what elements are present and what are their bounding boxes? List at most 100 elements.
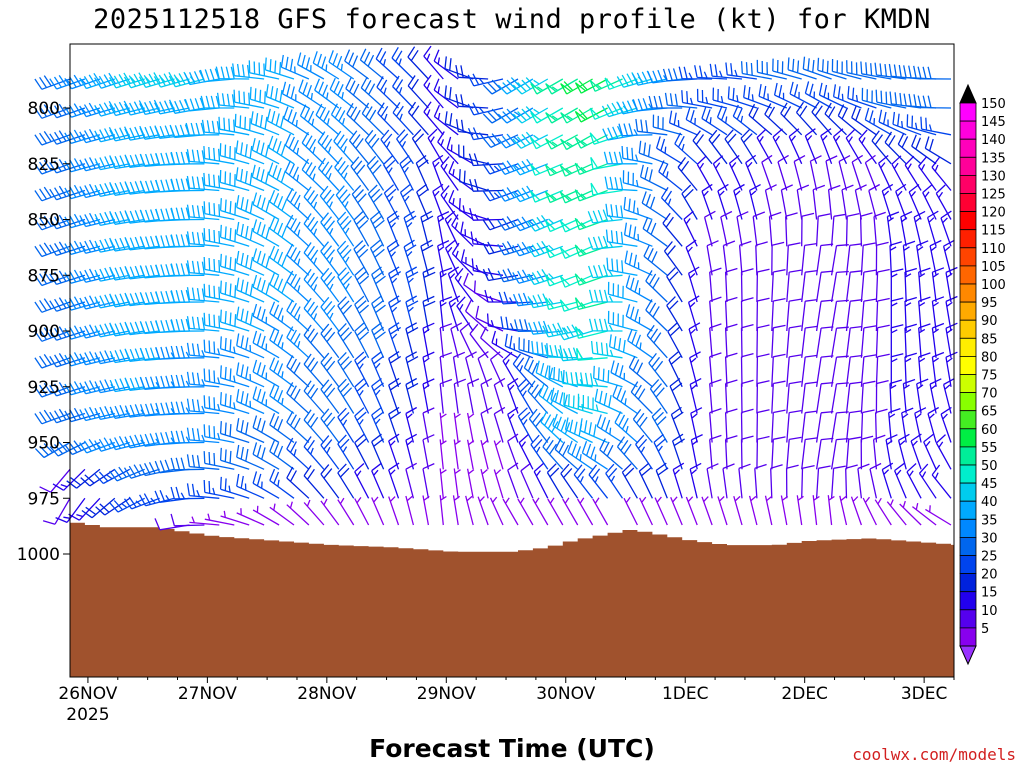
wind-barb [186,260,220,276]
wind-barb [722,240,736,276]
wind-barb [266,108,295,136]
wind-barb [801,354,818,387]
wind-barb [931,296,945,332]
wind-barb [405,462,418,499]
wind-barb [574,326,608,339]
wind-barb [34,242,71,258]
wind-barb [871,130,892,165]
wind-barb [653,433,668,470]
wind-barb [170,289,205,303]
wind-barb [786,269,802,303]
wind-barb [468,153,504,167]
wind-barb [902,378,916,414]
wind-barb [618,123,653,137]
wind-barb [66,468,101,489]
wind-barb [552,413,579,444]
wind-barb [546,463,564,499]
wind-barb [712,87,743,109]
wind-barb [847,86,877,109]
wind-barb [860,325,877,358]
wind-barb [623,496,638,526]
colorbar-label: 140 [981,133,1006,148]
wind-barb [787,57,817,80]
wind-barb [79,102,115,118]
credit-link[interactable]: coolwx.com/models [852,745,1016,764]
wind-barb [268,162,295,192]
wind-barb [623,196,653,221]
wind-barb [284,160,310,192]
wind-barb [771,269,786,303]
wind-barb [249,86,280,109]
wind-barb [203,368,235,388]
wind-barb [64,440,101,456]
wind-barb [533,462,549,499]
wind-barb [458,144,489,165]
wind-barb [286,466,310,499]
wind-barb [817,57,847,80]
wind-barb [709,352,722,387]
wind-barb [433,104,459,136]
wind-barb [590,340,623,359]
colorbar-label: 90 [981,314,998,329]
y-axis: 800 825 850 875 900 925 950 975 1000 [17,99,70,565]
wind-barb [405,295,419,332]
colorbar-label: 120 [981,206,1006,221]
colorbar-label: 105 [981,260,1006,275]
wind-barb [764,103,788,136]
wind-barb [889,379,902,414]
wind-barb [236,473,265,499]
wind-barb [563,392,593,415]
wind-barb [405,406,418,443]
wind-barb [232,63,265,80]
wind-barb [904,267,917,303]
wind-barb [281,81,310,109]
wind-barb [252,248,280,276]
colorbar-label: 125 [981,188,1006,203]
wind-barb [320,212,340,247]
wind-barb [34,271,71,287]
wind-barb [789,81,817,109]
wind-barb [391,46,414,80]
wind-barb [517,407,534,443]
wind-barb [450,322,463,358]
wind-barb [706,240,719,276]
wind-barb [830,244,849,276]
wind-barb [52,468,86,491]
wind-barb [786,298,802,332]
wind-barb [544,344,578,359]
wind-barb [337,296,355,332]
wind-barb [383,184,400,220]
wind-barb [740,352,754,387]
wind-barb [860,298,877,332]
wind-barb [845,381,863,414]
wind-barb [403,239,417,276]
wind-barb [945,266,958,303]
colorbar-swatch [959,555,977,575]
wind-barb [336,211,355,247]
wind-barb [34,298,71,313]
plot-frame [69,43,955,678]
wind-barb [612,384,638,415]
wind-barb [405,433,418,470]
wind-barb [219,336,250,359]
wind-barb [547,497,564,526]
colorbar-top-arrow [959,83,977,104]
wind-barb [740,128,758,165]
wind-barb [170,207,205,221]
wind-barb [860,61,892,80]
wind-barb [678,66,713,80]
wind-barb [897,433,910,470]
wind-barb [203,424,235,444]
wind-barb [906,463,922,499]
wind-barb [602,125,638,141]
wind-barb [801,269,818,303]
wind-barb [312,51,340,80]
colorbar-swatch [959,102,977,122]
wind-barb [651,407,668,443]
wind-barb [886,499,907,526]
wind-barb [407,75,429,109]
colorbar-bottom-arrow [959,645,977,666]
wind-barb [299,104,325,136]
wind-barb [405,351,419,387]
